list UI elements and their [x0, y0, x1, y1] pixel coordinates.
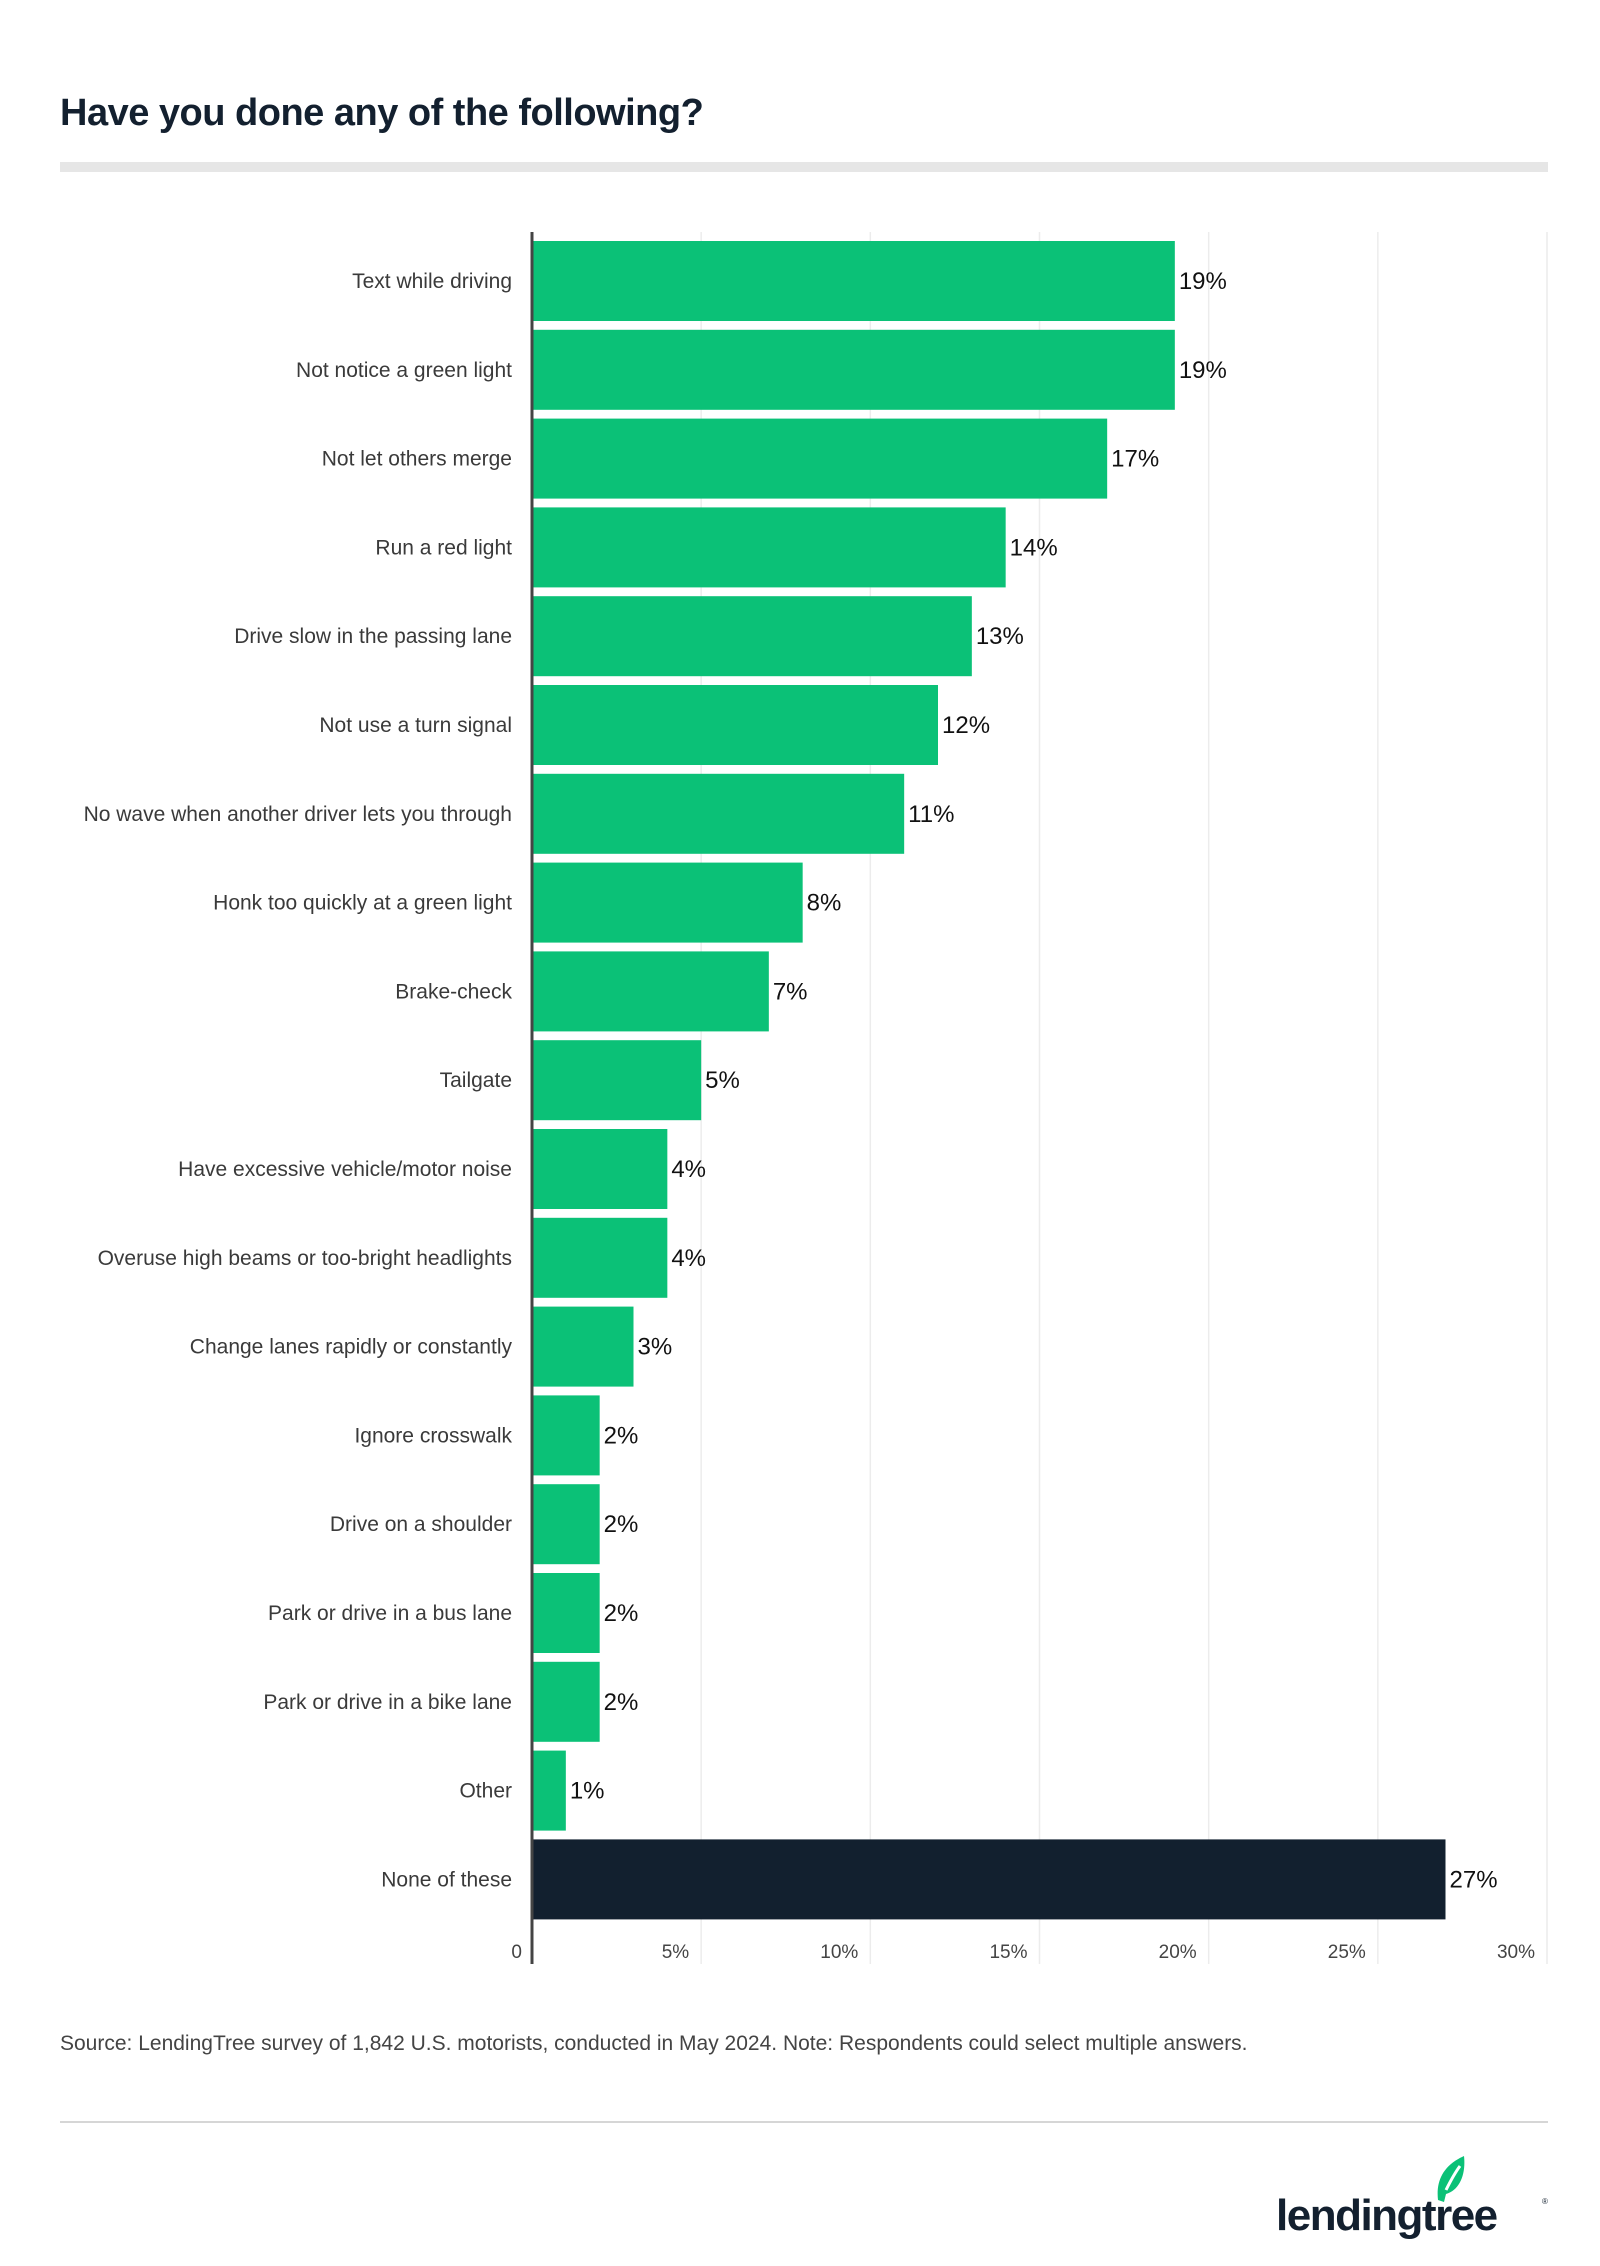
- category-label: Ignore crosswalk: [354, 1424, 512, 1447]
- bar: [532, 418, 1108, 499]
- category-label: Brake-check: [395, 980, 512, 1003]
- x-tick-label: 20%: [1159, 1942, 1197, 1963]
- data-label: 27%: [1450, 1866, 1498, 1893]
- x-tick-label: 10%: [820, 1942, 858, 1963]
- svg-text:®: ®: [1542, 2197, 1548, 2206]
- category-label: Not let others merge: [322, 448, 512, 471]
- category-label: Park or drive in a bike lane: [263, 1691, 512, 1714]
- data-label: 19%: [1179, 268, 1227, 295]
- svg-text:lendingtree: lendingtree: [1276, 2191, 1497, 2240]
- bar: [532, 241, 1175, 321]
- category-label: Text while driving: [352, 270, 512, 293]
- bar: [532, 1040, 702, 1121]
- bar-chart: 0 5% 10% 15% 20% 25% 30% Text while driving 19% N…: [84, 232, 1548, 1964]
- data-label: 4%: [671, 1245, 706, 1272]
- bar: [532, 685, 938, 765]
- category-label: Overuse high beams or too-bright headlig…: [98, 1247, 512, 1270]
- data-label: 17%: [1111, 446, 1159, 473]
- category-label: Drive on a shoulder: [330, 1513, 512, 1536]
- footer-divider: [60, 2121, 1548, 2123]
- data-label: 11%: [908, 801, 954, 828]
- bar: [532, 507, 1006, 588]
- lendingtree-logo: lendingtree ®: [1276, 2156, 1548, 2240]
- bar: [532, 1750, 566, 1831]
- x-tick-label: 5%: [662, 1942, 690, 1963]
- data-label: 2%: [604, 1689, 639, 1716]
- bar: [532, 951, 769, 1032]
- chart-title: Have you done any of the following?: [60, 92, 704, 134]
- bar: [532, 329, 1175, 410]
- data-label: 2%: [604, 1600, 639, 1627]
- category-label: No wave when another driver lets you thr…: [84, 803, 512, 826]
- category-label: Run a red light: [375, 536, 512, 559]
- category-label: Change lanes rapidly or constantly: [190, 1336, 513, 1359]
- data-label: 7%: [773, 978, 808, 1005]
- category-label: Not use a turn signal: [319, 714, 512, 737]
- bar: [532, 773, 905, 854]
- data-label: 5%: [705, 1067, 740, 1094]
- bar: [532, 1661, 600, 1742]
- category-label: Not notice a green light: [296, 359, 512, 382]
- data-label: 4%: [671, 1156, 706, 1183]
- data-label: 3%: [638, 1334, 673, 1361]
- data-label: 12%: [942, 712, 990, 739]
- bar: [532, 596, 972, 677]
- x-tick-label: 15%: [989, 1942, 1027, 1963]
- category-label: Honk too quickly at a green light: [213, 892, 512, 915]
- data-label: 2%: [604, 1511, 639, 1538]
- x-tick-label: 0: [511, 1942, 522, 1963]
- bar: [532, 1217, 668, 1298]
- data-label: 2%: [604, 1422, 639, 1449]
- x-tick-label: 30%: [1497, 1942, 1535, 1963]
- bar: [532, 862, 803, 943]
- category-label: Drive slow in the passing lane: [234, 625, 512, 648]
- title-divider: [60, 162, 1548, 172]
- data-label: 8%: [807, 890, 842, 917]
- category-label: Other: [459, 1780, 512, 1803]
- category-label: Park or drive in a bus lane: [268, 1602, 512, 1625]
- category-label: Have excessive vehicle/motor noise: [178, 1158, 512, 1181]
- source-note: Source: LendingTree survey of 1,842 U.S.…: [60, 2032, 1248, 2055]
- bar: [532, 1306, 634, 1387]
- data-label: 13%: [976, 623, 1024, 650]
- category-label: Tailgate: [440, 1069, 512, 1092]
- bar: [532, 1839, 1446, 1920]
- x-tick-label: 25%: [1328, 1942, 1366, 1963]
- data-label: 19%: [1179, 357, 1227, 384]
- data-label: 1%: [570, 1778, 605, 1805]
- bar: [532, 1129, 668, 1209]
- category-label: None of these: [381, 1868, 512, 1891]
- bar: [532, 1573, 600, 1653]
- data-label: 14%: [1010, 534, 1058, 561]
- bar: [532, 1395, 600, 1476]
- bar: [532, 1484, 600, 1565]
